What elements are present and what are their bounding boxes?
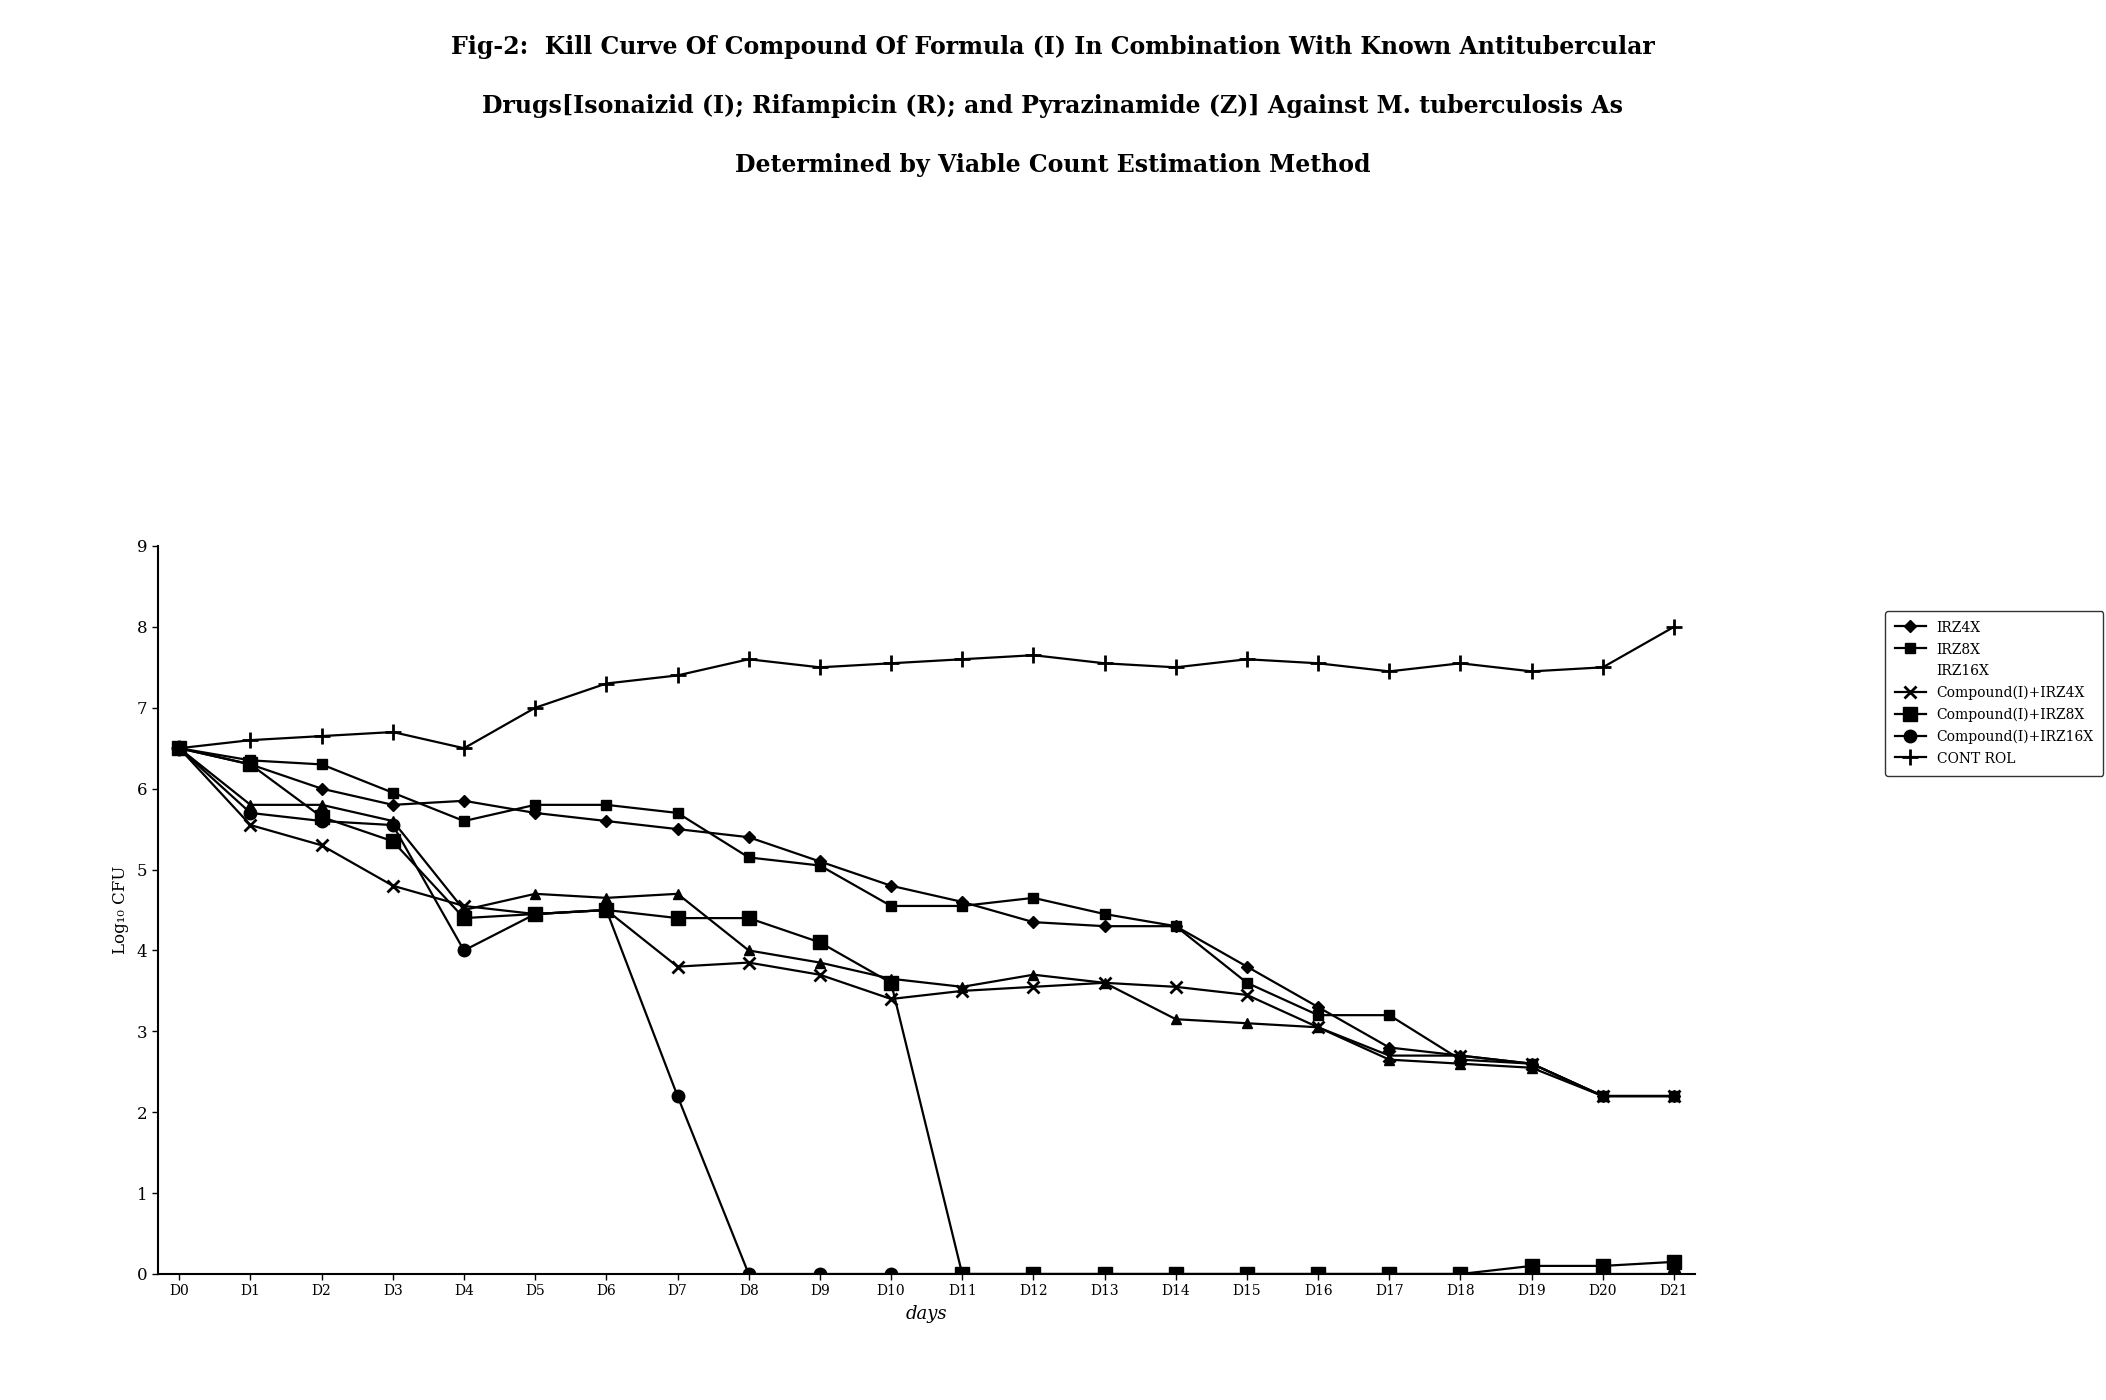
Text: Determined by Viable Count Estimation Method: Determined by Viable Count Estimation Me… (735, 153, 1371, 176)
X-axis label: days: days (906, 1305, 948, 1323)
Legend: IRZ4X, IRZ8X, IRZ16X, Compound(I)+IRZ4X, Compound(I)+IRZ8X, Compound(I)+IRZ16X, : IRZ4X, IRZ8X, IRZ16X, Compound(I)+IRZ4X,… (1885, 612, 2104, 776)
Y-axis label: Log₁₀ CFU: Log₁₀ CFU (112, 865, 128, 955)
Text: Fig-2:  Kill Curve Of Compound Of Formula (I) In Combination With Known Antitube: Fig-2: Kill Curve Of Compound Of Formula… (451, 35, 1655, 59)
Text: Drugs[Isonaizid (I); Rifampicin (R); and Pyrazinamide (Z)] Against M. tuberculos: Drugs[Isonaizid (I); Rifampicin (R); and… (482, 94, 1624, 118)
